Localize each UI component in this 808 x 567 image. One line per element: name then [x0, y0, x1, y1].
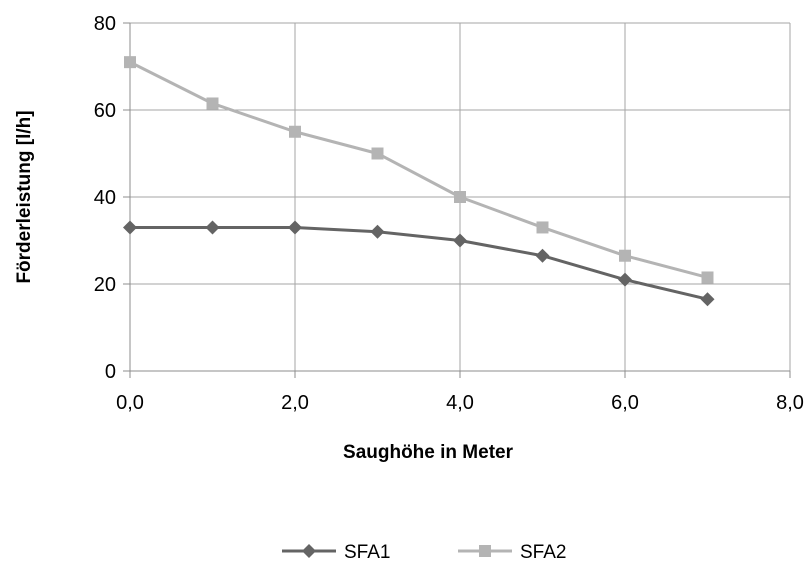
- legend-item-sfa1: SFA1: [282, 542, 390, 563]
- legend-label: SFA2: [520, 542, 566, 562]
- legend-marker: [479, 545, 491, 557]
- x-tick-label: 0,0: [116, 392, 144, 414]
- x-tick-label: 6,0: [611, 392, 639, 414]
- data-point: [618, 272, 632, 287]
- legend-marker: [302, 544, 316, 558]
- axes: 0 20 40 60 80 0,0 2,0 4,0 6,0 8,0: [94, 13, 804, 414]
- data-point: [288, 220, 302, 235]
- data-point: [371, 147, 384, 160]
- series-sfa1: [123, 220, 715, 307]
- series-line: [130, 225, 708, 301]
- data-point: [370, 224, 385, 239]
- data-point: [619, 249, 631, 262]
- x-tick-label: 8,0: [776, 392, 804, 414]
- x-tick-label: 2,0: [281, 392, 309, 414]
- legend-label: SFA1: [344, 542, 390, 562]
- series-layer: [123, 56, 715, 307]
- data-point: [701, 271, 714, 284]
- data-point: [289, 125, 301, 138]
- data-point: [454, 191, 466, 203]
- y-tick-label: 0: [105, 361, 116, 383]
- y-tick-label: 60: [94, 100, 116, 122]
- x-axis-title: Saughöhe in Meter: [343, 442, 514, 463]
- data-point: [700, 292, 715, 307]
- y-tick-label: 40: [94, 187, 116, 209]
- data-point: [536, 221, 549, 234]
- data-point: [123, 220, 137, 235]
- legend-item-sfa2: SFA2: [458, 542, 566, 563]
- x-tick-label: 4,0: [446, 392, 474, 414]
- legend: SFA1 SFA2: [282, 542, 566, 563]
- data-point: [535, 248, 550, 263]
- data-point: [453, 233, 467, 248]
- series-line: [129, 60, 708, 279]
- data-point: [206, 97, 219, 110]
- data-point: [205, 220, 220, 235]
- y-tick-label: 20: [94, 274, 116, 296]
- y-tick-label: 80: [94, 13, 116, 35]
- y-axis-title: Förderleistung [l/h]: [14, 110, 35, 283]
- data-point: [124, 56, 136, 69]
- series-sfa2: [124, 56, 714, 284]
